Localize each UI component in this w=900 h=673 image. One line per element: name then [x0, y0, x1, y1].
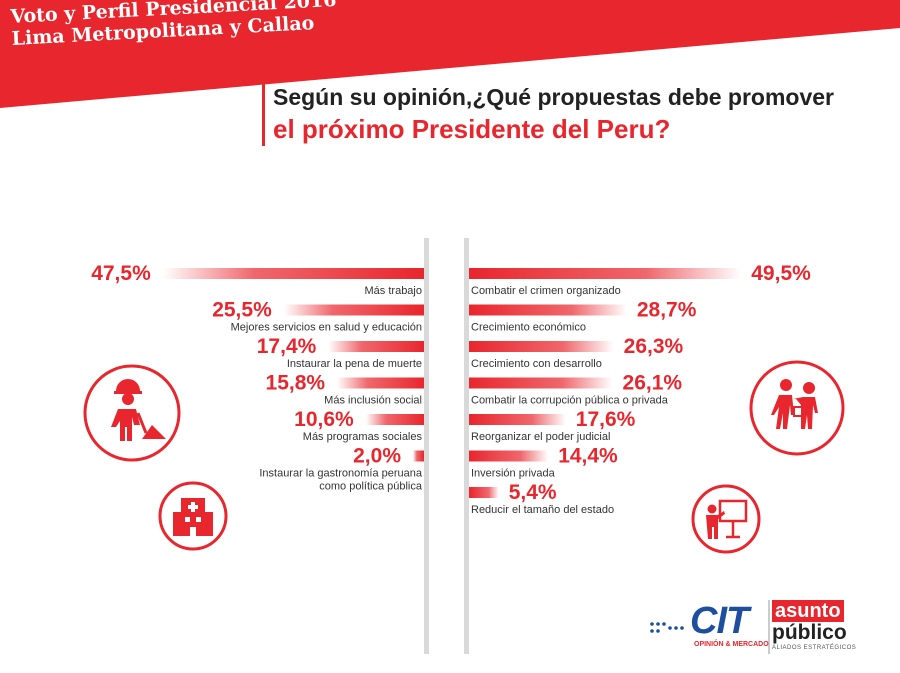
question-line1: Según su opinión,¿Qué propuestas debe pr…: [273, 84, 835, 110]
asunto-publico-tagline: ALIADOS ESTRATÉGICOS: [772, 645, 857, 651]
category-label-left: Más programas sociales: [303, 431, 423, 443]
cit-name: CIT: [690, 600, 749, 642]
asunto-publico-line2: público: [772, 621, 847, 644]
category-label-right: Inversión privada: [471, 468, 556, 480]
bar-right: [469, 268, 742, 279]
bar-right: [469, 304, 627, 316]
bar-right: [469, 341, 614, 352]
asunto-publico-line1: asunto: [772, 600, 844, 622]
value-label-right: 14,4%: [558, 445, 618, 468]
construction-worker-icon: [83, 364, 181, 462]
value-label-left: 25,5%: [212, 299, 272, 322]
value-label-right: 5,4%: [509, 481, 557, 504]
bar-left: [283, 304, 424, 316]
value-label-left: 10,6%: [294, 408, 354, 431]
category-label-left: Mejores servicios en salud y educación: [231, 322, 422, 334]
cit-dots-icon: [650, 622, 684, 633]
bar-right: [469, 414, 566, 425]
value-label-right: 26,3%: [624, 335, 684, 358]
category-label-left: Más trabajo: [365, 285, 422, 297]
cit-tagline: OPINIÓN & MERCADO: [694, 641, 769, 648]
value-label-right: 17,6%: [576, 408, 636, 431]
value-label-left: 2,0%: [353, 445, 401, 468]
bar-right: [469, 487, 499, 498]
category-label-left: Más inclusión social: [324, 395, 422, 407]
value-label-right: 28,7%: [637, 299, 697, 322]
category-label-left: Instaurar la pena de muerte: [287, 358, 422, 370]
cit-logo: CIT OPINIÓN & MERCADO: [690, 602, 769, 649]
category-label-right: Combatir la corrupción pública o privada: [471, 395, 669, 407]
bar-left: [337, 377, 424, 389]
category-label-left: Instaurar la gastronomía peruana: [259, 468, 423, 480]
right-divider: [464, 238, 469, 654]
question-line2: el próximo Presidente del Peru?: [273, 114, 671, 144]
presentation-icon: [691, 484, 761, 554]
bar-left: [365, 414, 424, 425]
category-label-right: Crecimiento económico: [471, 322, 586, 334]
left-divider: [424, 238, 429, 654]
value-label-right: 26,1%: [623, 372, 683, 395]
bar-right: [469, 450, 549, 462]
value-label-right: 49,5%: [751, 262, 811, 285]
value-label-left: 47,5%: [91, 262, 151, 285]
survey-question: Según su opinión,¿Qué propuestas debe pr…: [262, 82, 834, 146]
bar-right: [469, 377, 613, 389]
asunto-publico-logo: asunto público ALIADOS ESTRATÉGICOS: [772, 600, 856, 652]
value-label-left: 15,8%: [266, 372, 326, 395]
category-label-right: Reorganizar el poder judicial: [471, 431, 610, 443]
hospital-icon: [158, 481, 228, 551]
bar-left: [413, 450, 424, 462]
category-label-right: Crecimiento con desarrollo: [471, 358, 602, 370]
bar-left: [162, 268, 424, 279]
category-label-left: como política pública: [319, 481, 423, 493]
header-banner: [0, 0, 900, 108]
value-label-left: 17,4%: [257, 335, 317, 358]
category-label-right: Combatir el crimen organizado: [471, 285, 621, 297]
category-label-right: Reducir el tamaño del estado: [471, 504, 614, 516]
people-walking-icon: [749, 360, 845, 456]
brand-logo-graphics: [650, 600, 770, 654]
brand-logos: CIT OPINIÓN & MERCADO asunto público ALI…: [648, 598, 868, 660]
bar-left: [328, 341, 424, 352]
